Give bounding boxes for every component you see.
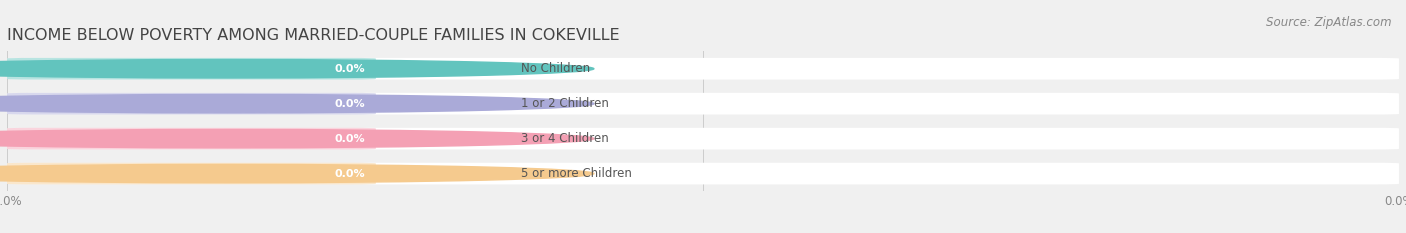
Text: 0.0%: 0.0% <box>335 99 364 109</box>
Text: 0.0%: 0.0% <box>335 169 364 178</box>
FancyBboxPatch shape <box>7 163 375 185</box>
Text: 0.0%: 0.0% <box>335 134 364 144</box>
Text: 1 or 2 Children: 1 or 2 Children <box>520 97 609 110</box>
FancyBboxPatch shape <box>7 93 1399 115</box>
Circle shape <box>0 164 593 183</box>
FancyBboxPatch shape <box>7 128 375 150</box>
Text: No Children: No Children <box>520 62 589 75</box>
FancyBboxPatch shape <box>7 58 1399 80</box>
FancyBboxPatch shape <box>7 163 1399 185</box>
Text: 0.0%: 0.0% <box>335 64 364 74</box>
FancyBboxPatch shape <box>7 58 375 80</box>
Text: 3 or 4 Children: 3 or 4 Children <box>520 132 609 145</box>
Text: Source: ZipAtlas.com: Source: ZipAtlas.com <box>1267 16 1392 29</box>
Circle shape <box>0 59 593 78</box>
Text: INCOME BELOW POVERTY AMONG MARRIED-COUPLE FAMILIES IN COKEVILLE: INCOME BELOW POVERTY AMONG MARRIED-COUPL… <box>7 28 620 43</box>
FancyBboxPatch shape <box>7 93 375 115</box>
Circle shape <box>0 94 593 113</box>
Text: 5 or more Children: 5 or more Children <box>520 167 631 180</box>
Circle shape <box>0 129 593 148</box>
FancyBboxPatch shape <box>7 128 1399 150</box>
